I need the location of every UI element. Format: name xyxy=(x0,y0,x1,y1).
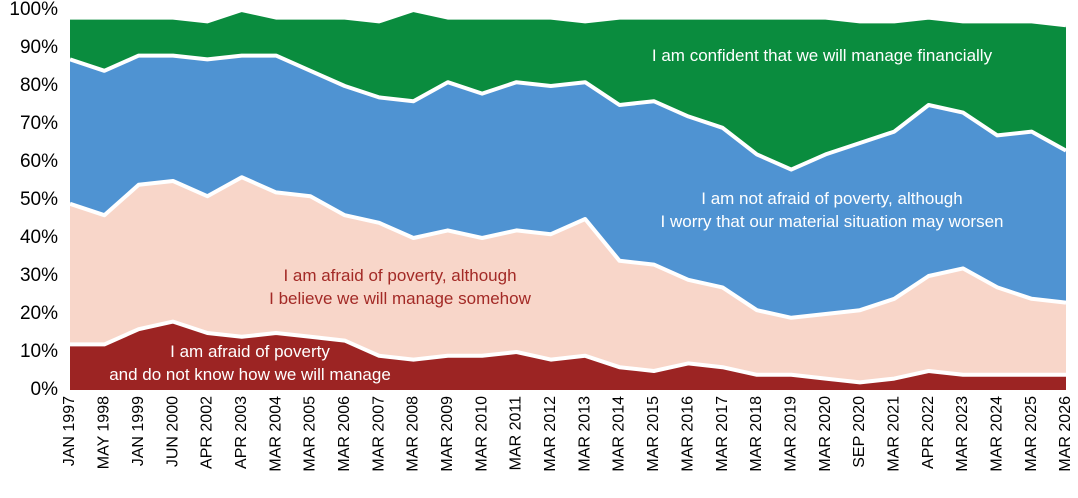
x-tick-label: MAR 2012 xyxy=(542,396,559,472)
x-tick-label: MAR 2025 xyxy=(1023,396,1040,472)
x-tick-label: MAR 2015 xyxy=(645,396,662,472)
area-edge xyxy=(69,175,1067,320)
x-tick-label: JAN 1999 xyxy=(130,396,147,466)
x-tick-label: MAR 2023 xyxy=(954,396,971,472)
x-tick-label: JUN 2000 xyxy=(164,396,181,467)
series-label: I am not afraid of poverty, although I wo… xyxy=(661,189,1004,231)
series-label-line: I worry that our material situation may … xyxy=(661,212,1004,231)
y-tick-label: 30% xyxy=(20,265,58,286)
area xyxy=(70,177,1066,383)
x-tick-label: MAR 2016 xyxy=(679,396,696,472)
area-edge xyxy=(70,319,1066,385)
y-tick-label: 90% xyxy=(20,37,58,58)
x-tick-label: APR 2022 xyxy=(920,396,937,469)
x-tick-label: MAR 2026 xyxy=(1057,396,1074,472)
x-tick-label: MAR 2011 xyxy=(508,396,525,471)
series-label-line: I am confident that we will manage finan… xyxy=(652,46,993,65)
x-tick-label: APR 2002 xyxy=(199,396,216,469)
x-tick-label: MAR 2017 xyxy=(714,396,731,472)
series-label-line: and do not know how we will manage xyxy=(109,365,391,384)
y-tick-label: 0% xyxy=(31,379,59,400)
x-tick-label: MAR 2010 xyxy=(473,396,490,472)
x-tick-label: SEP 2020 xyxy=(851,396,868,468)
x-tick-label: MAR 2020 xyxy=(817,396,834,472)
x-tick-label: MAY 1998 xyxy=(96,396,113,469)
area xyxy=(70,55,1066,318)
series-label-line: I am not afraid of poverty, although xyxy=(701,189,962,208)
x-tick-label: MAR 2009 xyxy=(439,396,456,472)
x-tick-label: APR 2003 xyxy=(233,396,250,469)
series-label-line: I believe we will manage somehow xyxy=(269,289,531,308)
y-tick-label: 100% xyxy=(9,0,58,20)
x-tick-label: MAR 2005 xyxy=(302,396,319,472)
x-tick-label: MAR 2013 xyxy=(576,396,593,472)
series-label: I am confident that we will manage finan… xyxy=(652,46,993,65)
y-tick-label: 60% xyxy=(20,151,58,172)
y-tick-label: 70% xyxy=(20,113,58,134)
area-edge xyxy=(69,53,1067,172)
y-tick-label: 50% xyxy=(20,189,58,210)
x-tick-label: JAN 1997 xyxy=(61,396,78,466)
series-label: I am afraid of poverty, although I believ… xyxy=(269,266,531,308)
x-tick-label: MAR 2008 xyxy=(405,396,422,472)
x-tick-label: MAR 2021 xyxy=(885,396,902,472)
series-label-line: I am afraid of poverty, although xyxy=(283,266,516,285)
y-tick-label: 40% xyxy=(20,227,58,248)
x-tick-label: MAR 2018 xyxy=(748,396,765,472)
area-edge xyxy=(70,8,1067,28)
area xyxy=(70,10,1066,170)
x-tick-label: MAR 2006 xyxy=(336,396,353,472)
y-tick-label: 20% xyxy=(20,303,58,324)
y-tick-label: 80% xyxy=(20,75,58,96)
series-label-line: I am afraid of poverty xyxy=(170,342,330,361)
x-tick-label: MAR 2019 xyxy=(782,396,799,472)
y-tick-label: 10% xyxy=(20,341,58,362)
x-tick-label: MAR 2024 xyxy=(989,396,1006,472)
x-tick-label: MAR 2004 xyxy=(267,396,284,472)
series-label: I am afraid of poverty and do not know ho… xyxy=(109,342,391,384)
x-tick-label: MAR 2007 xyxy=(370,396,387,472)
x-tick-label: MAR 2014 xyxy=(611,396,628,472)
